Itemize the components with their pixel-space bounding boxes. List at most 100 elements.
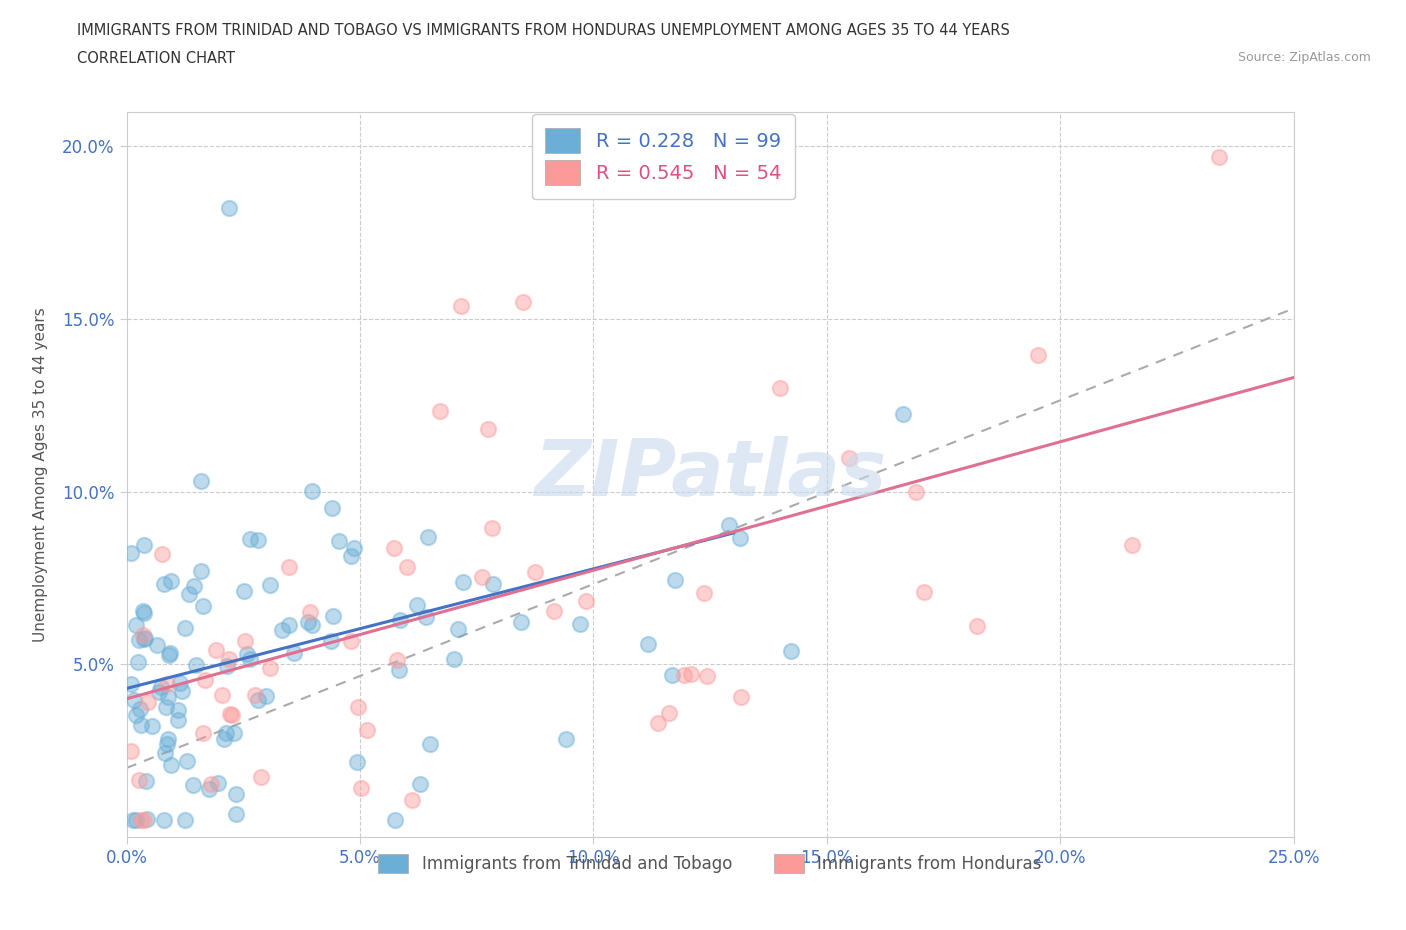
Point xyxy=(271,623,294,638)
Point xyxy=(153,812,176,827)
Point xyxy=(219,707,242,722)
Point xyxy=(419,737,441,751)
Point xyxy=(173,812,195,827)
Point xyxy=(693,586,716,601)
Point xyxy=(838,450,860,465)
Text: ZIPatlas: ZIPatlas xyxy=(534,436,886,512)
Point xyxy=(343,540,366,555)
Point xyxy=(297,615,319,630)
Point xyxy=(647,716,669,731)
Point xyxy=(176,754,198,769)
Point xyxy=(146,638,169,653)
Point xyxy=(1208,149,1230,164)
Point xyxy=(122,812,145,827)
Point xyxy=(416,530,439,545)
Point xyxy=(186,658,208,672)
Point xyxy=(298,604,321,619)
Point xyxy=(222,726,245,741)
Point xyxy=(510,615,533,630)
Point xyxy=(148,684,170,699)
Point xyxy=(200,777,222,791)
Point xyxy=(339,549,361,564)
Point xyxy=(170,684,193,698)
Point xyxy=(125,708,148,723)
Point xyxy=(356,723,378,737)
Point xyxy=(211,688,233,703)
Point xyxy=(207,776,229,790)
Point xyxy=(134,631,156,645)
Point xyxy=(278,618,301,632)
Point xyxy=(131,717,153,732)
Point xyxy=(388,663,411,678)
Point xyxy=(575,594,598,609)
Point xyxy=(136,695,159,710)
Point xyxy=(340,633,363,648)
Point xyxy=(243,687,266,702)
Point xyxy=(471,570,494,585)
Point xyxy=(193,672,215,687)
Point xyxy=(246,532,269,547)
Point xyxy=(322,609,344,624)
Point xyxy=(481,577,503,591)
Point xyxy=(152,577,174,591)
Point xyxy=(283,645,305,660)
Point xyxy=(166,712,188,727)
Point xyxy=(128,773,150,788)
Point xyxy=(212,731,235,746)
Point xyxy=(157,689,180,704)
Point xyxy=(730,531,752,546)
Point xyxy=(328,533,350,548)
Point xyxy=(215,658,238,673)
Point xyxy=(156,677,179,692)
Point xyxy=(387,653,409,668)
Text: IMMIGRANTS FROM TRINIDAD AND TOBAGO VS IMMIGRANTS FROM HONDURAS UNEMPLOYMENT AMO: IMMIGRANTS FROM TRINIDAD AND TOBAGO VS I… xyxy=(77,23,1010,38)
Point xyxy=(218,201,240,216)
Point xyxy=(120,677,142,692)
Point xyxy=(190,473,212,488)
Point xyxy=(966,618,988,633)
Point xyxy=(568,617,591,631)
Point xyxy=(1121,538,1143,552)
Point xyxy=(129,812,152,827)
Point xyxy=(1028,348,1050,363)
Text: CORRELATION CHART: CORRELATION CHART xyxy=(77,51,235,66)
Point xyxy=(221,707,243,722)
Point xyxy=(233,633,256,648)
Point xyxy=(679,667,702,682)
Point xyxy=(429,404,451,418)
Point xyxy=(912,585,935,600)
Point xyxy=(160,758,183,773)
Point xyxy=(136,812,159,827)
Point xyxy=(166,703,188,718)
Point xyxy=(235,646,257,661)
Point xyxy=(415,609,437,624)
Point xyxy=(672,667,695,682)
Point xyxy=(191,599,214,614)
Point xyxy=(450,299,472,313)
Point xyxy=(523,565,546,579)
Point xyxy=(717,518,740,533)
Point xyxy=(259,661,281,676)
Point xyxy=(225,806,247,821)
Point xyxy=(131,628,153,643)
Legend: Immigrants from Trinidad and Tobago, Immigrants from Honduras: Immigrants from Trinidad and Tobago, Imm… xyxy=(371,847,1049,880)
Point xyxy=(160,574,183,589)
Point xyxy=(128,632,150,647)
Point xyxy=(120,743,142,758)
Point xyxy=(891,406,914,421)
Point xyxy=(141,719,163,734)
Point xyxy=(301,484,323,498)
Point xyxy=(225,787,247,802)
Point xyxy=(215,726,238,741)
Point xyxy=(239,531,262,546)
Point xyxy=(205,643,228,658)
Point xyxy=(233,583,256,598)
Point xyxy=(177,586,200,601)
Point xyxy=(408,777,430,791)
Point xyxy=(125,618,148,632)
Point xyxy=(153,746,176,761)
Point xyxy=(159,646,181,661)
Point xyxy=(157,647,180,662)
Point xyxy=(132,538,155,553)
Point xyxy=(127,655,149,670)
